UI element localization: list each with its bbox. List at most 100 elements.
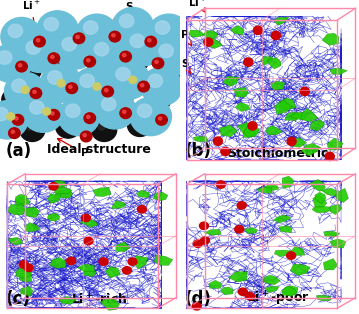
Polygon shape bbox=[291, 246, 305, 256]
Circle shape bbox=[116, 68, 130, 81]
Circle shape bbox=[95, 61, 101, 67]
Circle shape bbox=[99, 258, 108, 265]
Circle shape bbox=[48, 71, 62, 84]
Polygon shape bbox=[209, 280, 222, 288]
Circle shape bbox=[40, 64, 82, 102]
Circle shape bbox=[145, 88, 171, 111]
Circle shape bbox=[34, 36, 45, 47]
Circle shape bbox=[109, 31, 121, 42]
Circle shape bbox=[30, 101, 44, 114]
Circle shape bbox=[8, 24, 23, 38]
Circle shape bbox=[200, 237, 209, 244]
Circle shape bbox=[158, 117, 162, 120]
Circle shape bbox=[102, 86, 113, 97]
Circle shape bbox=[94, 91, 136, 129]
Polygon shape bbox=[265, 286, 279, 293]
Polygon shape bbox=[105, 267, 120, 278]
Circle shape bbox=[140, 84, 144, 87]
Circle shape bbox=[122, 54, 126, 57]
Polygon shape bbox=[310, 120, 325, 131]
Text: S: S bbox=[181, 59, 191, 74]
Polygon shape bbox=[313, 194, 327, 208]
Circle shape bbox=[16, 58, 41, 82]
Circle shape bbox=[287, 137, 296, 146]
Polygon shape bbox=[230, 25, 244, 35]
Text: (c): (c) bbox=[5, 290, 30, 308]
Circle shape bbox=[123, 27, 164, 66]
Circle shape bbox=[55, 31, 96, 69]
Circle shape bbox=[129, 76, 137, 84]
Circle shape bbox=[128, 258, 137, 265]
Circle shape bbox=[37, 11, 78, 49]
Circle shape bbox=[104, 89, 108, 92]
Polygon shape bbox=[274, 100, 292, 115]
Circle shape bbox=[84, 56, 95, 67]
Circle shape bbox=[213, 137, 222, 145]
Circle shape bbox=[52, 51, 77, 75]
Circle shape bbox=[98, 124, 104, 130]
Text: Li$^+$: Li$^+$ bbox=[188, 0, 208, 12]
Circle shape bbox=[246, 292, 255, 300]
Circle shape bbox=[9, 95, 15, 100]
Circle shape bbox=[36, 39, 40, 42]
Circle shape bbox=[38, 83, 63, 106]
Polygon shape bbox=[47, 213, 60, 221]
Circle shape bbox=[2, 88, 27, 111]
Polygon shape bbox=[116, 242, 130, 252]
Circle shape bbox=[11, 130, 15, 133]
Circle shape bbox=[66, 83, 78, 94]
Polygon shape bbox=[134, 256, 148, 269]
Circle shape bbox=[59, 58, 65, 64]
Circle shape bbox=[73, 68, 114, 106]
Polygon shape bbox=[316, 295, 331, 301]
Circle shape bbox=[19, 34, 60, 73]
Circle shape bbox=[200, 222, 209, 230]
Circle shape bbox=[74, 87, 99, 110]
Circle shape bbox=[24, 264, 33, 272]
Circle shape bbox=[216, 181, 225, 188]
Polygon shape bbox=[315, 192, 326, 204]
Text: (d): (d) bbox=[185, 290, 212, 308]
Polygon shape bbox=[282, 285, 298, 295]
Polygon shape bbox=[309, 179, 325, 192]
Polygon shape bbox=[229, 272, 247, 282]
Circle shape bbox=[84, 21, 98, 34]
Circle shape bbox=[237, 202, 246, 209]
Circle shape bbox=[12, 79, 26, 93]
Polygon shape bbox=[267, 57, 281, 69]
Polygon shape bbox=[327, 138, 343, 150]
Circle shape bbox=[141, 68, 182, 106]
Circle shape bbox=[56, 115, 81, 138]
Circle shape bbox=[84, 237, 93, 245]
Polygon shape bbox=[48, 194, 61, 203]
Circle shape bbox=[325, 152, 334, 160]
Circle shape bbox=[81, 214, 90, 222]
Circle shape bbox=[148, 39, 151, 42]
Circle shape bbox=[51, 112, 54, 115]
Circle shape bbox=[112, 34, 115, 37]
Circle shape bbox=[22, 94, 64, 132]
Circle shape bbox=[127, 113, 153, 137]
Circle shape bbox=[5, 73, 46, 111]
Polygon shape bbox=[273, 17, 289, 25]
Polygon shape bbox=[19, 271, 31, 282]
Polygon shape bbox=[25, 207, 39, 218]
Polygon shape bbox=[25, 223, 41, 232]
Polygon shape bbox=[78, 264, 95, 272]
Circle shape bbox=[137, 104, 152, 117]
Circle shape bbox=[84, 113, 95, 123]
Circle shape bbox=[19, 261, 28, 268]
Circle shape bbox=[155, 60, 158, 63]
Circle shape bbox=[120, 14, 134, 28]
Circle shape bbox=[44, 18, 59, 31]
Circle shape bbox=[49, 183, 58, 190]
Circle shape bbox=[0, 107, 8, 121]
Circle shape bbox=[286, 252, 295, 259]
Circle shape bbox=[62, 121, 69, 127]
Polygon shape bbox=[15, 194, 27, 204]
Circle shape bbox=[271, 31, 280, 40]
Circle shape bbox=[26, 41, 41, 54]
Polygon shape bbox=[20, 286, 33, 296]
Circle shape bbox=[235, 225, 244, 233]
Circle shape bbox=[204, 38, 213, 46]
